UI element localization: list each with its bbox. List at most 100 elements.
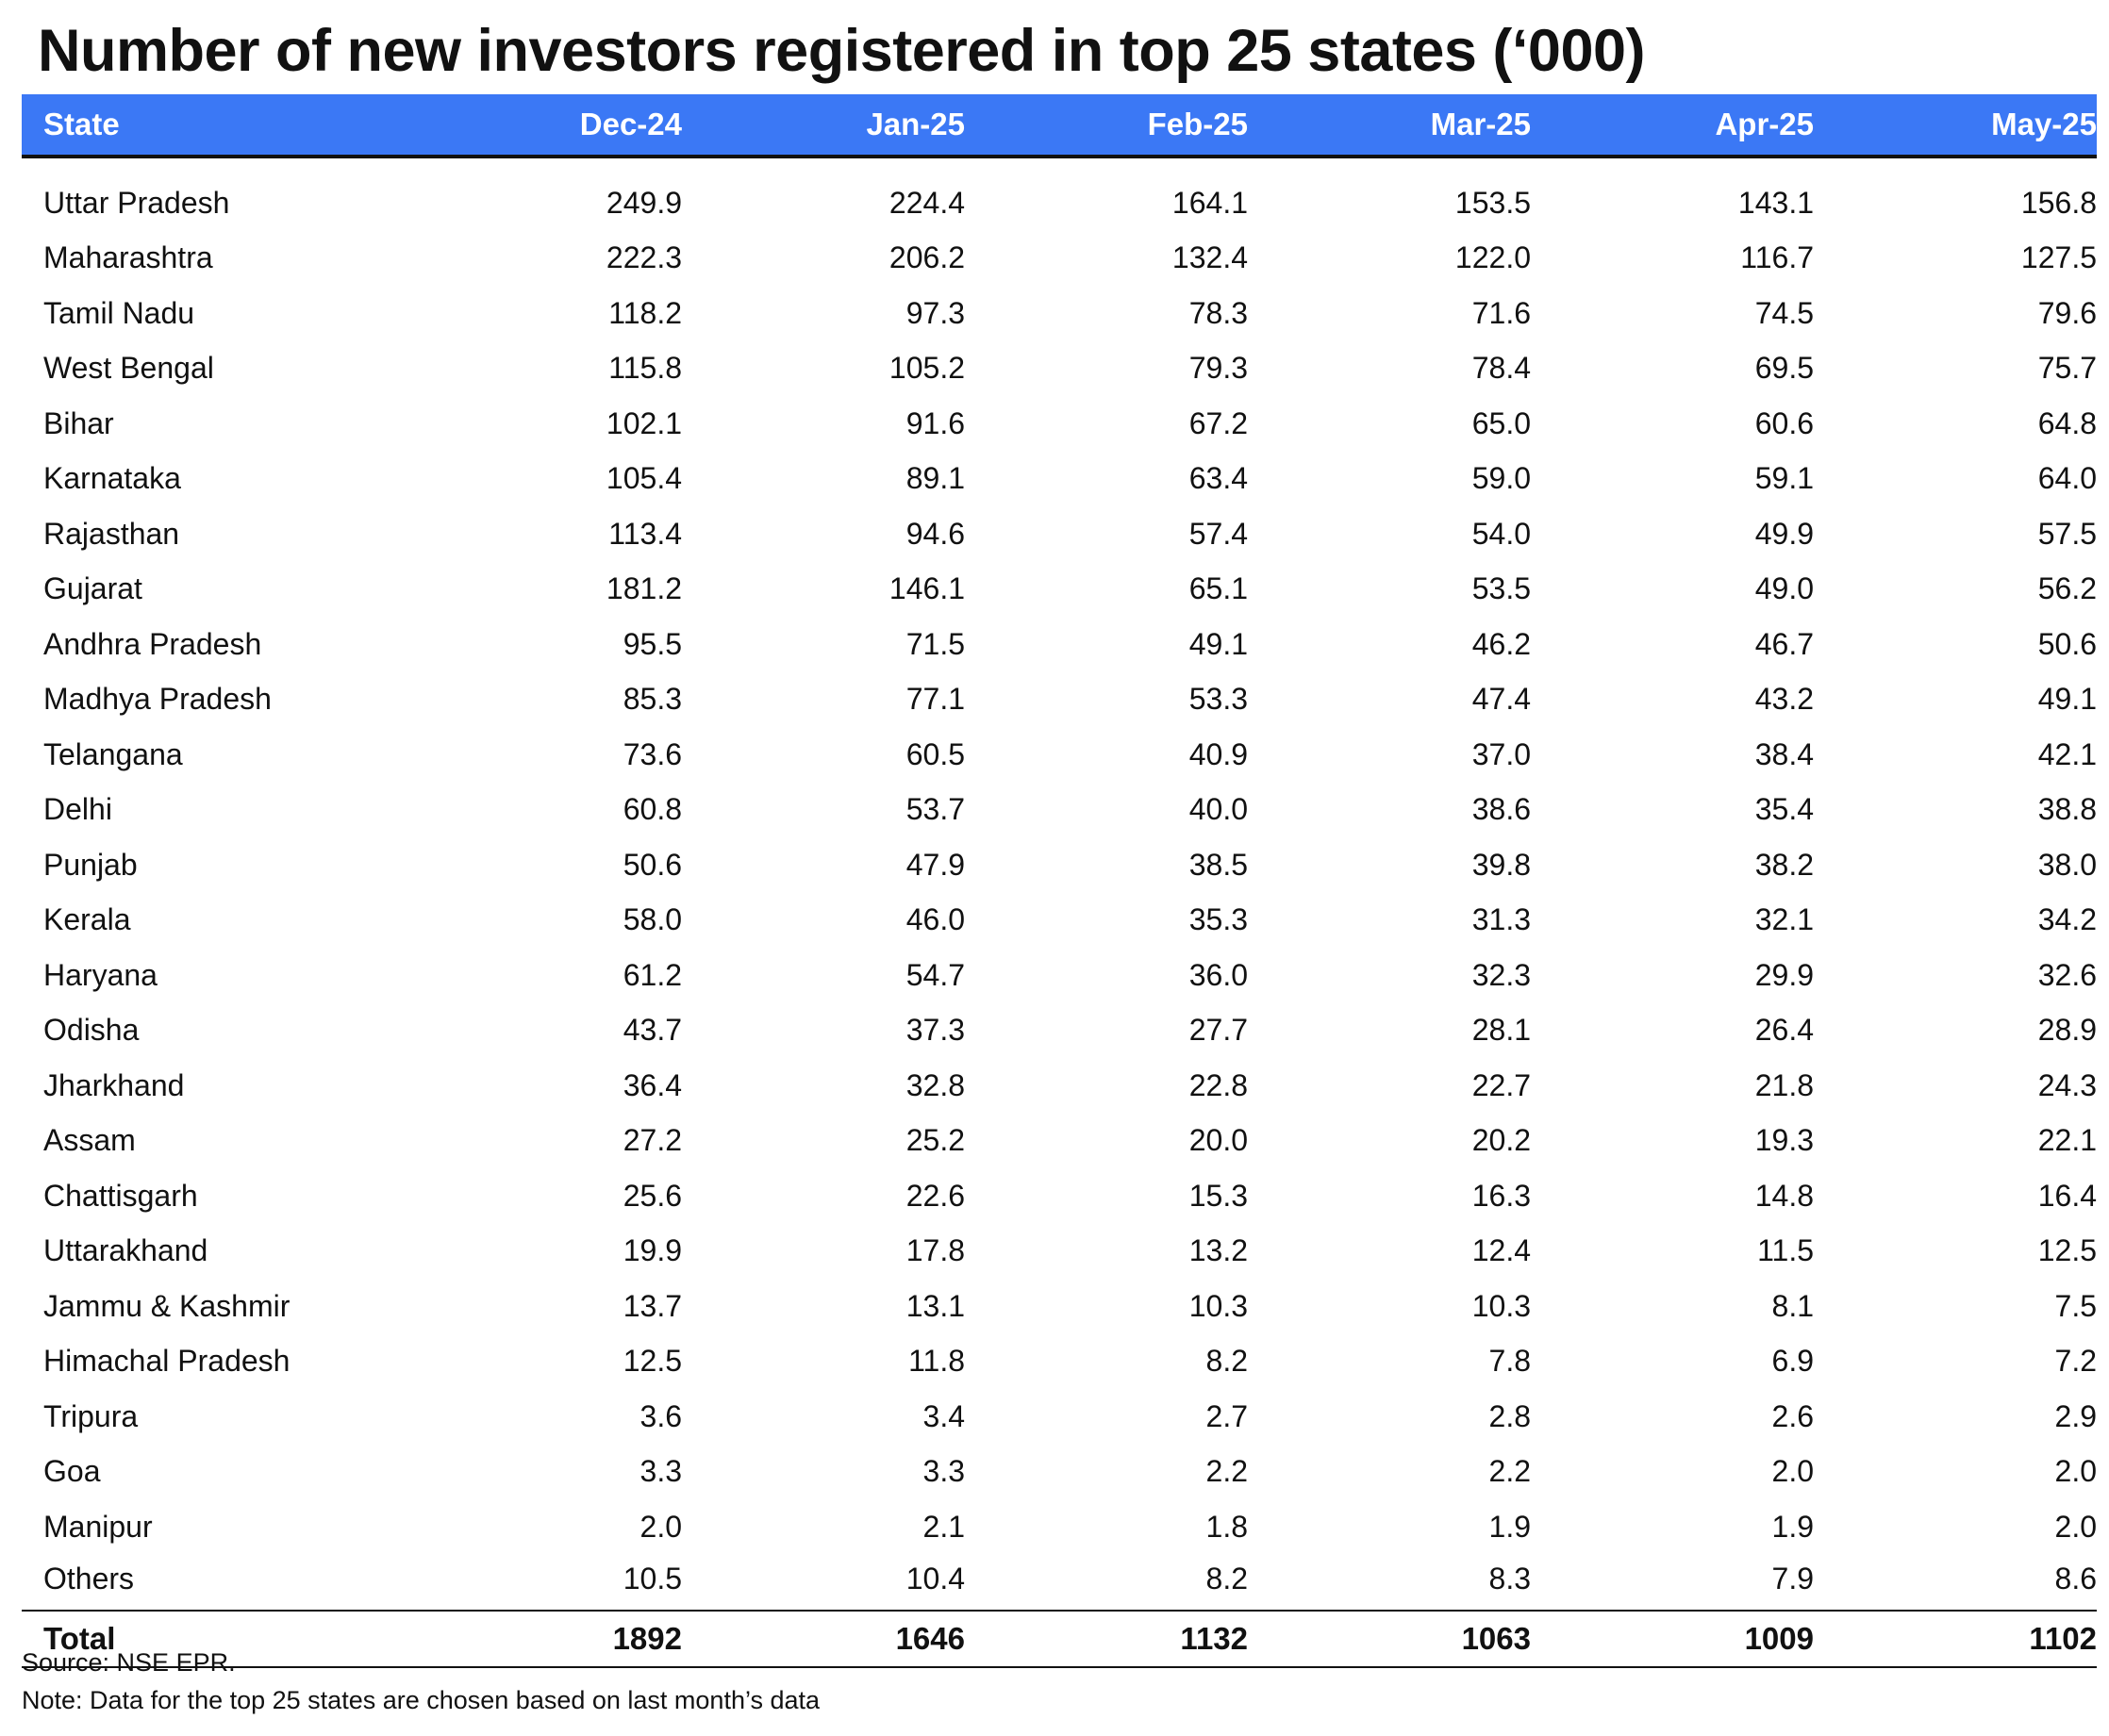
table-row: Chattisgarh 25.6 22.6 15.3 16.3 14.8 16.4 (22, 1168, 2097, 1224)
value-cell: 2.8 (1488, 1398, 1531, 1433)
value-cell: 28.9 (2037, 1013, 2097, 1048)
value-cell: 26.4 (1754, 1013, 1814, 1048)
value-cell: 35.3 (1188, 902, 1248, 937)
value-cell: 50.6 (2037, 626, 2097, 661)
value-cell: 34.2 (2037, 902, 2097, 937)
table-row: Kerala 58.0 46.0 35.3 31.3 32.1 34.2 (22, 893, 2097, 949)
column-header: State (43, 107, 120, 141)
value-cell: 118.2 (608, 295, 682, 330)
state-name-cell: Delhi (43, 792, 112, 827)
value-cell: 19.3 (1754, 1123, 1814, 1158)
column-header: Jan-25 (866, 107, 965, 141)
value-cell: 64.8 (2037, 405, 2097, 440)
value-cell: 1.9 (1771, 1509, 1814, 1544)
value-cell: 59.1 (1754, 461, 1814, 496)
value-cell: 2.0 (1771, 1454, 1814, 1489)
value-cell: 78.3 (1188, 295, 1248, 330)
value-cell: 54.7 (905, 957, 965, 992)
value-cell: 59.0 (1471, 461, 1531, 496)
value-cell: 10.5 (623, 1562, 682, 1595)
value-cell: 22.6 (905, 1178, 965, 1213)
value-cell: 12.4 (1471, 1233, 1531, 1268)
total-value-cell: 1132 (1180, 1620, 1248, 1656)
value-cell: 60.5 (905, 736, 965, 771)
value-cell: 7.2 (2054, 1344, 2097, 1379)
value-cell: 10.3 (1471, 1288, 1531, 1323)
table-row: Tamil Nadu 118.2 97.3 78.3 71.6 74.5 79.6 (22, 286, 2097, 341)
value-cell: 11.8 (908, 1344, 965, 1379)
value-cell: 65.1 (1188, 571, 1248, 606)
table-row: Manipur 2.0 2.1 1.8 1.9 1.9 2.0 (22, 1499, 2097, 1555)
state-name-cell: Jharkhand (43, 1067, 185, 1102)
state-name-cell: West Bengal (43, 351, 214, 386)
value-cell: 49.0 (1754, 571, 1814, 606)
value-cell: 85.3 (623, 682, 682, 717)
value-cell: 42.1 (2037, 736, 2097, 771)
value-cell: 16.3 (1471, 1178, 1531, 1213)
value-cell: 2.0 (2054, 1454, 2097, 1489)
value-cell: 11.5 (1757, 1233, 1814, 1268)
value-cell: 20.2 (1471, 1123, 1531, 1158)
value-cell: 222.3 (606, 240, 682, 275)
value-cell: 153.5 (1454, 185, 1531, 220)
value-cell: 63.4 (1188, 461, 1248, 496)
value-cell: 122.0 (1454, 240, 1531, 275)
table-row: Tripura 3.6 3.4 2.7 2.8 2.6 2.9 (22, 1389, 2097, 1445)
state-name-cell: Tripura (43, 1398, 139, 1433)
value-cell: 102.1 (606, 405, 682, 440)
table-row: Telangana 73.6 60.5 40.9 37.0 38.4 42.1 (22, 727, 2097, 783)
data-note: Note: Data for the top 25 states are cho… (22, 1686, 821, 1714)
value-cell: 3.6 (639, 1398, 682, 1433)
value-cell: 2.0 (2054, 1509, 2097, 1544)
state-name-cell: Punjab (43, 847, 138, 882)
value-cell: 60.8 (623, 792, 682, 827)
state-name-cell: Telangana (43, 736, 183, 771)
table-row: Haryana 61.2 54.7 36.0 32.3 29.9 32.6 (22, 948, 2097, 1003)
value-cell: 49.9 (1754, 516, 1814, 551)
value-cell: 38.0 (2037, 847, 2097, 882)
value-cell: 75.7 (2037, 351, 2097, 386)
state-name-cell: Odisha (43, 1013, 140, 1048)
value-cell: 58.0 (623, 902, 682, 937)
state-name-cell: Andhra Pradesh (43, 626, 262, 661)
value-cell: 2.1 (922, 1509, 965, 1544)
total-value-cell: 1102 (2029, 1620, 2097, 1656)
value-cell: 53.7 (905, 792, 965, 827)
value-cell: 6.9 (1771, 1344, 1814, 1379)
state-name-cell: Assam (43, 1123, 136, 1158)
value-cell: 38.8 (2037, 792, 2097, 827)
value-cell: 31.3 (1471, 902, 1531, 937)
value-cell: 78.4 (1471, 351, 1531, 386)
table-row: Goa 3.3 3.3 2.2 2.2 2.0 2.0 (22, 1445, 2097, 1500)
value-cell: 13.7 (623, 1288, 682, 1323)
table-row: Andhra Pradesh 95.5 71.5 49.1 46.2 46.7 50.6 (22, 617, 2097, 672)
value-cell: 127.5 (2020, 240, 2097, 275)
value-cell: 224.4 (888, 185, 965, 220)
value-cell: 29.9 (1754, 957, 1814, 992)
value-cell: 2.2 (1205, 1454, 1248, 1489)
state-name-cell: Uttar Pradesh (43, 185, 230, 220)
value-cell: 39.8 (1471, 847, 1531, 882)
value-cell: 17.8 (905, 1233, 965, 1268)
table-row: Karnataka 105.4 89.1 63.4 59.0 59.1 64.0 (22, 452, 2097, 507)
value-cell: 7.9 (1771, 1562, 1814, 1595)
page-title: Number of new investors registered in to… (38, 18, 1646, 84)
value-cell: 38.4 (1754, 736, 1814, 771)
value-cell: 60.6 (1754, 405, 1814, 440)
value-cell: 2.9 (2054, 1398, 2097, 1433)
state-name-cell: Others (43, 1562, 135, 1595)
state-name-cell: Manipur (43, 1509, 153, 1544)
total-label-cell: Total (43, 1620, 116, 1656)
value-cell: 22.8 (1188, 1067, 1248, 1102)
value-cell: 38.6 (1471, 792, 1531, 827)
value-cell: 43.2 (1754, 682, 1814, 717)
total-value-cell: 1646 (895, 1620, 965, 1656)
value-cell: 8.6 (2054, 1562, 2097, 1595)
value-cell: 2.0 (639, 1509, 682, 1544)
table-row: Delhi 60.8 53.7 40.0 38.6 35.4 38.8 (22, 783, 2097, 838)
table-row: Madhya Pradesh 85.3 77.1 53.3 47.4 43.2 49.1 (22, 672, 2097, 728)
state-name-cell: Bihar (43, 405, 114, 440)
table-row: Rajasthan 113.4 94.6 57.4 54.0 49.9 57.5 (22, 506, 2097, 562)
value-cell: 46.0 (905, 902, 965, 937)
value-cell: 3.4 (922, 1398, 965, 1433)
